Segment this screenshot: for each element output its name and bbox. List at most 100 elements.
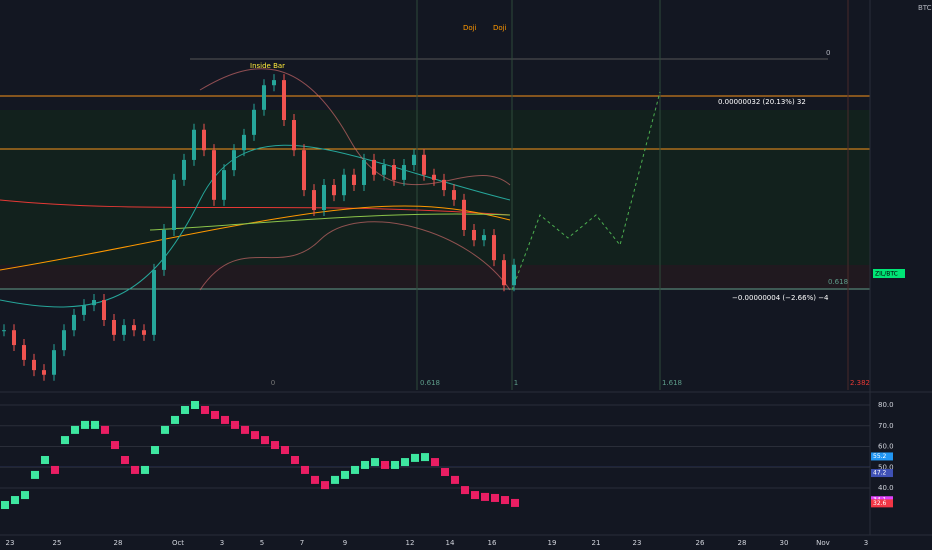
candle <box>202 129 206 151</box>
fib-label: 0.618 <box>828 278 848 286</box>
candle <box>172 179 176 230</box>
osc-bar <box>261 436 269 445</box>
osc-label: 70.0 <box>878 422 894 430</box>
date-label: 19 <box>548 539 557 547</box>
candle <box>292 120 296 151</box>
candle <box>222 170 226 200</box>
ma-line <box>0 199 511 216</box>
date-label: 28 <box>738 539 747 547</box>
date-label: 16 <box>488 539 497 547</box>
osc-bar <box>91 420 99 429</box>
date-label: 28 <box>114 539 123 547</box>
osc-bar <box>161 425 169 434</box>
osc-tag-label: 47.2 <box>873 470 887 477</box>
candle <box>192 129 196 160</box>
candle <box>342 174 346 196</box>
date-label: 14 <box>446 539 455 547</box>
candle <box>282 80 286 121</box>
osc-bar <box>471 491 479 500</box>
candle <box>442 179 446 191</box>
candle <box>92 300 96 306</box>
osc-tag <box>871 499 893 508</box>
date-label: 23 <box>633 539 642 547</box>
candle <box>262 85 266 110</box>
osc-bar <box>81 420 89 429</box>
osc-bar <box>211 410 219 419</box>
osc-label: 80.0 <box>878 401 894 409</box>
osc-bar <box>431 458 439 467</box>
candle <box>132 325 136 331</box>
candle <box>102 300 106 320</box>
date-label: 12 <box>406 539 415 547</box>
fib-label: 1 <box>514 379 518 387</box>
candle <box>392 165 396 180</box>
candle <box>22 345 26 360</box>
osc-bar <box>141 465 149 474</box>
osc-bar <box>291 455 299 464</box>
osc-bar <box>191 401 199 409</box>
osc-tag-label: 55.2 <box>873 453 887 460</box>
candle <box>182 159 186 180</box>
osc-label: 40.0 <box>878 484 894 492</box>
symbol-tag-label: ZIL/BTC <box>875 271 898 278</box>
osc-bar <box>301 465 309 474</box>
pattern-label: Doji <box>463 24 477 32</box>
candle <box>372 159 376 175</box>
date-label: 5 <box>260 539 264 547</box>
osc-bar <box>201 405 209 414</box>
pattern-label: Doji <box>493 24 507 32</box>
osc-bar <box>371 458 379 467</box>
candle <box>352 174 356 185</box>
fib-label: 0.618 <box>420 379 440 387</box>
osc-bar <box>1 501 9 510</box>
candle <box>162 229 166 270</box>
date-label: 3 <box>220 539 224 547</box>
date-label: Oct <box>172 539 184 547</box>
osc-bar <box>331 475 339 484</box>
measure-label: −0.00000004 (−2.66%) −4 <box>732 294 829 302</box>
candle <box>62 330 66 351</box>
osc-label: 50.0 <box>878 463 894 471</box>
candle <box>362 159 366 185</box>
osc-bar <box>181 405 189 414</box>
osc-bar <box>341 470 349 479</box>
candle <box>42 370 46 375</box>
date-label: 25 <box>53 539 62 547</box>
candle <box>52 350 56 375</box>
ma-line <box>149 213 511 231</box>
candle <box>482 235 486 241</box>
candle <box>312 190 316 211</box>
date-label: 21 <box>592 539 601 547</box>
band <box>199 221 511 291</box>
candle <box>82 305 86 315</box>
candle <box>452 190 456 200</box>
candle <box>462 199 466 230</box>
candle <box>122 325 126 335</box>
date-label: 7 <box>300 539 304 547</box>
osc-bar <box>51 465 59 474</box>
osc-bar <box>361 460 369 469</box>
candle <box>502 260 506 286</box>
candle <box>252 109 256 135</box>
candle <box>242 134 246 151</box>
candle <box>412 154 416 166</box>
osc-bar <box>31 470 39 479</box>
osc-bar <box>61 436 69 445</box>
osc-bar <box>391 460 399 469</box>
osc-bar <box>231 420 239 429</box>
osc-bar <box>321 481 329 490</box>
osc-bar <box>241 425 249 434</box>
osc-bar <box>101 425 109 434</box>
fib-label: 2.382 <box>850 379 870 387</box>
fib-label: 1.618 <box>662 379 682 387</box>
osc-bar <box>271 441 279 450</box>
osc-bar <box>421 453 429 462</box>
osc-bar <box>481 492 489 501</box>
osc-bar <box>41 455 49 464</box>
date-label: 30 <box>780 539 789 547</box>
date-label: 9 <box>343 539 347 547</box>
candle <box>512 264 516 286</box>
pattern-label: Inside Bar <box>250 62 285 70</box>
osc-tag <box>871 452 893 461</box>
